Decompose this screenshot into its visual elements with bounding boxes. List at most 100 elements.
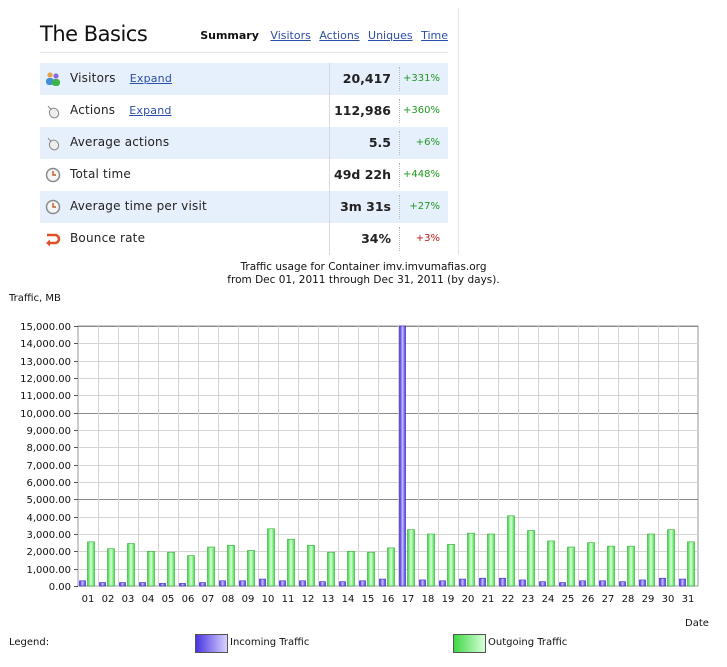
bar-incoming-traffic	[539, 581, 546, 587]
bar-incoming-traffic	[79, 580, 86, 587]
bar-incoming-traffic	[499, 577, 506, 587]
bar-incoming-traffic	[99, 582, 106, 587]
bar-incoming-traffic	[559, 582, 566, 587]
column-divider	[399, 195, 400, 219]
tab-visitors[interactable]: Visitors	[270, 29, 311, 42]
bar-outgoing-traffic	[547, 540, 555, 587]
y-tick-label: 8,000.00	[26, 443, 71, 454]
chart-title: Traffic usage for Container imv.imvumafi…	[240, 261, 487, 273]
grid-layer	[74, 325, 699, 587]
tab-actions[interactable]: Actions	[319, 29, 360, 42]
x-tick-label: 04	[142, 594, 155, 605]
column-divider	[329, 223, 330, 255]
bar-incoming-traffic	[359, 580, 366, 587]
bar-outgoing-traffic	[127, 543, 135, 587]
basics-header: The Basics Summary Visitors Actions Uniq…	[40, 16, 448, 50]
x-tick-labels: 01 02 03 04 05 06 07 08 09 10 11 12 13 14 15 16 17 18 19 20…	[82, 594, 695, 605]
x-tick-label: 20	[462, 594, 475, 605]
expand-actions-link[interactable]: Expand	[129, 104, 172, 117]
tab-uniques[interactable]: Uniques	[368, 29, 413, 42]
mouse-icon	[45, 135, 61, 151]
row-value: 3m 31s	[340, 199, 391, 214]
x-tick-label: 29	[642, 594, 655, 605]
bar-incoming-traffic	[319, 581, 326, 587]
legend-incoming-traffic: Incoming Traffic	[230, 637, 310, 648]
column-divider	[329, 95, 330, 127]
y-tick-label: 9,000.00	[26, 426, 71, 437]
y-tick-label: 3,000.00	[26, 530, 71, 541]
bar-incoming-traffic	[339, 581, 346, 587]
x-tick-label: 18	[422, 594, 435, 605]
basics-tabs: Summary Visitors Actions Uniques Time	[195, 29, 448, 42]
bar-incoming-traffic	[639, 579, 646, 587]
row-change: +331%	[403, 73, 440, 84]
x-tick-label: 14	[342, 594, 355, 605]
bar-outgoing-traffic	[187, 555, 195, 587]
bar-outgoing-traffic	[407, 529, 415, 587]
bar-outgoing-traffic	[507, 515, 515, 587]
legend-outgoing-traffic: Outgoing Traffic	[488, 637, 568, 648]
bar-incoming-traffic	[379, 578, 386, 587]
bar-outgoing-traffic	[327, 551, 335, 587]
clock-icon	[45, 167, 61, 183]
tab-summary[interactable]: Summary	[200, 29, 259, 42]
bar-incoming-traffic	[279, 580, 286, 587]
chart-title-block: Traffic usage for Container imv.imvumafi…	[0, 261, 727, 287]
y-tick-label: 11,000.00	[20, 391, 71, 402]
x-tick-label: 05	[162, 594, 175, 605]
row-label: Average actions	[70, 135, 170, 149]
bar-incoming-traffic	[399, 325, 406, 587]
row-visitors: Visitors Expand 20,417 +331%	[40, 63, 448, 95]
bar-outgoing-traffic	[147, 551, 155, 587]
bar-outgoing-traffic	[247, 550, 255, 587]
bar-outgoing-traffic	[307, 544, 315, 587]
x-tick-label: 13	[322, 594, 335, 605]
expand-visitors-link[interactable]: Expand	[129, 72, 173, 85]
x-tick-label: 23	[522, 594, 535, 605]
bar-outgoing-traffic	[207, 546, 215, 587]
bar-incoming-traffic	[219, 580, 226, 587]
x-tick-label: 16	[382, 594, 395, 605]
x-tick-label: 07	[202, 594, 215, 605]
column-divider	[329, 127, 330, 159]
bar-incoming-traffic	[579, 580, 586, 587]
bar-outgoing-traffic	[487, 533, 495, 587]
bar-outgoing-traffic	[647, 533, 655, 587]
y-axis-label: Traffic, MB	[9, 293, 61, 304]
row-value: 34%	[361, 231, 391, 246]
bar-incoming-traffic	[419, 579, 426, 587]
column-divider	[399, 227, 400, 251]
bar-outgoing-traffic	[347, 551, 355, 587]
chart-subtitle: from Dec 01, 2011 through Dec 31, 2011 (…	[227, 274, 500, 286]
row-change: +27%	[409, 201, 440, 212]
x-tick-label: 25	[562, 594, 575, 605]
bar-outgoing-traffic	[567, 546, 575, 587]
mouse-icon	[45, 103, 61, 119]
x-tick-label: 10	[262, 594, 275, 605]
bar-outgoing-traffic	[527, 530, 535, 587]
x-tick-label: 21	[482, 594, 495, 605]
bar-outgoing-traffic	[287, 538, 295, 587]
x-tick-label: 06	[182, 594, 195, 605]
row-change: +360%	[403, 105, 440, 116]
bar-outgoing-traffic	[107, 548, 115, 587]
row-actions: Actions Expand 112,986 +360%	[40, 95, 448, 127]
bar-incoming-traffic	[519, 579, 526, 587]
column-divider	[329, 191, 330, 223]
x-tick-label: 30	[662, 594, 675, 605]
y-tick-label: 12,000.00	[20, 374, 71, 385]
row-label: Total time	[70, 167, 131, 181]
x-tick-label: 28	[622, 594, 635, 605]
tab-time[interactable]: Time	[421, 29, 448, 42]
header-divider	[40, 52, 448, 53]
row-label: Visitors Expand	[70, 71, 173, 85]
row-bounce-rate: Bounce rate 34% +3%	[40, 223, 448, 255]
row-value: 112,986	[334, 103, 391, 118]
bar-incoming-traffic	[199, 582, 206, 587]
x-tick-label: 31	[682, 594, 695, 605]
x-tick-label: 08	[222, 594, 235, 605]
bar-outgoing-traffic	[607, 545, 615, 587]
bar-incoming-traffic	[239, 580, 246, 587]
bar-incoming-traffic	[159, 583, 166, 587]
x-axis-label: Date	[685, 618, 709, 629]
